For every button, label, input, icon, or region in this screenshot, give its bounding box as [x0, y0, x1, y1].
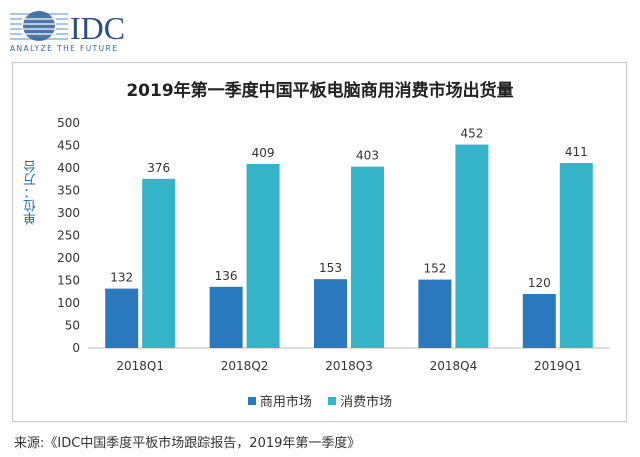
- y-tick-label: 0: [72, 341, 80, 355]
- data-label: 452: [460, 127, 483, 141]
- data-label: 403: [356, 149, 379, 163]
- bar: [209, 286, 243, 348]
- x-tick-label: 2018Q4: [430, 359, 478, 373]
- bar: [105, 288, 139, 348]
- bar: [559, 163, 593, 348]
- legend-item-commercial: 商用市场: [247, 391, 312, 410]
- y-tick-label: 50: [65, 319, 80, 333]
- x-tick-label: 2018Q1: [116, 359, 164, 373]
- chart-title: 2019年第一季度中国平板电脑商用消费市场出货量: [126, 81, 514, 101]
- data-label: 136: [215, 269, 238, 283]
- bar: [246, 163, 280, 348]
- svg-text:ANALYZE THE FUTURE: ANALYZE THE FUTURE: [10, 44, 118, 53]
- svg-text:IDC: IDC: [70, 10, 125, 46]
- data-label: 152: [423, 262, 446, 276]
- legend-label: 商用市场: [259, 395, 312, 410]
- idc-logo: IDC ANALYZE THE FUTURE: [10, 10, 125, 53]
- bar: [314, 279, 347, 348]
- data-label: 132: [110, 271, 133, 285]
- x-tick-label: 2018Q2: [221, 359, 269, 373]
- y-tick-label: 150: [57, 274, 80, 288]
- data-label: 409: [252, 146, 275, 160]
- data-label: 120: [528, 276, 551, 290]
- source-note: 来源:《IDC中国季度平板市场跟踪报告，2019年第一季度》: [14, 436, 361, 451]
- chart-frame: [12, 62, 627, 422]
- bar: [418, 279, 452, 348]
- y-tick-label: 200: [57, 251, 80, 265]
- x-tick-label: 2019Q1: [534, 359, 582, 373]
- bar: [351, 166, 384, 348]
- y-tick-label: 500: [57, 116, 80, 130]
- x-tick-label: 2018Q3: [325, 359, 373, 373]
- data-label: 411: [565, 145, 588, 159]
- legend: 商用市场 消费市场: [0, 391, 640, 410]
- legend-swatch: [247, 396, 256, 405]
- y-tick-label: 400: [57, 161, 80, 175]
- data-label: 376: [147, 161, 170, 175]
- y-tick-label: 450: [57, 139, 80, 153]
- legend-swatch: [328, 396, 337, 405]
- y-tick-label: 350: [57, 184, 80, 198]
- bar: [455, 144, 489, 348]
- y-tick-label: 300: [57, 206, 80, 220]
- legend-label: 消费市场: [340, 395, 393, 410]
- y-tick-label: 100: [57, 296, 80, 310]
- bar: [142, 178, 176, 348]
- bar: [522, 294, 556, 348]
- data-label: 153: [319, 261, 342, 275]
- legend-item-consumer: 消费市场: [328, 391, 392, 410]
- y-tick-label: 250: [57, 229, 80, 243]
